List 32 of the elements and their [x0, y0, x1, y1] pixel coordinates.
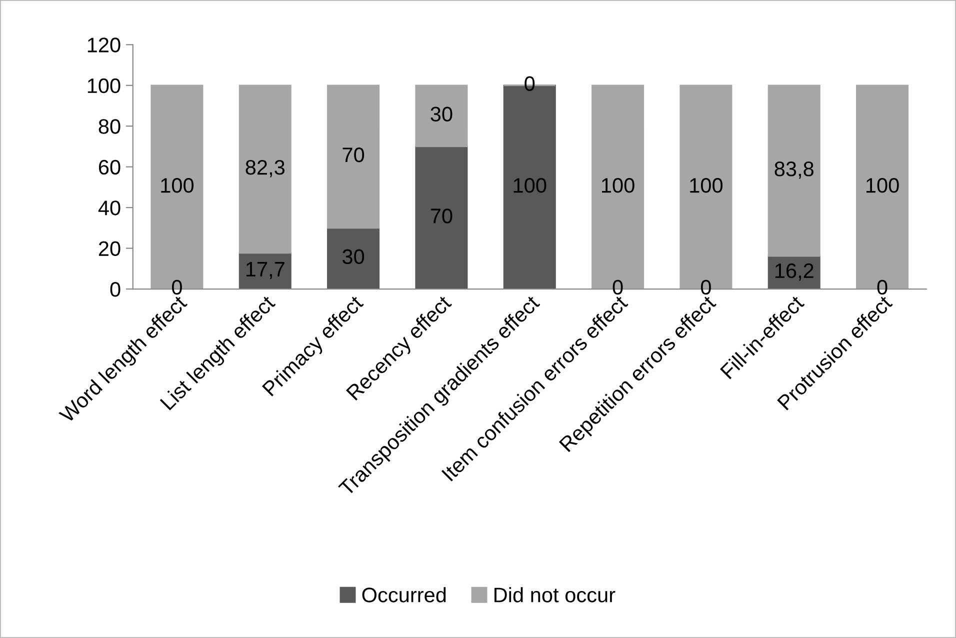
y-tick-label: 40: [98, 200, 120, 216]
data-label: 16,2: [775, 263, 814, 281]
data-label: 70: [342, 147, 364, 162]
y-tick-label: 0: [110, 282, 120, 297]
bar: [238, 84, 292, 254]
data-label: 100: [161, 178, 194, 193]
y-tick-label: 120: [88, 38, 120, 52]
bar: [327, 84, 380, 229]
data-label: 83,8: [774, 162, 814, 179]
data-label: 100: [514, 178, 546, 193]
y-tick-label: 80: [98, 119, 120, 134]
data-label: 100: [866, 178, 899, 193]
data-label: 100: [602, 178, 634, 193]
data-label: 0: [877, 280, 888, 295]
data-label: 0: [612, 280, 623, 295]
data-label: 0: [700, 280, 711, 295]
legend-label: Did not occur: [494, 587, 616, 602]
data-label: 17,7: [246, 262, 284, 280]
bar: [327, 227, 380, 290]
bar: [415, 146, 468, 290]
data-label: 0: [172, 280, 182, 295]
data-label: 30: [342, 249, 364, 264]
data-label: 70: [430, 208, 452, 224]
legend-label: Occurred: [362, 587, 446, 602]
data-label: 30: [430, 106, 452, 122]
y-tick-label: 60: [98, 160, 120, 175]
y-tick-label: 20: [98, 241, 120, 256]
bar: [415, 84, 468, 148]
data-label: 82,3: [246, 160, 284, 178]
bar: [768, 84, 820, 257]
data-label: 100: [690, 178, 723, 193]
y-tick-label: 100: [88, 78, 120, 94]
